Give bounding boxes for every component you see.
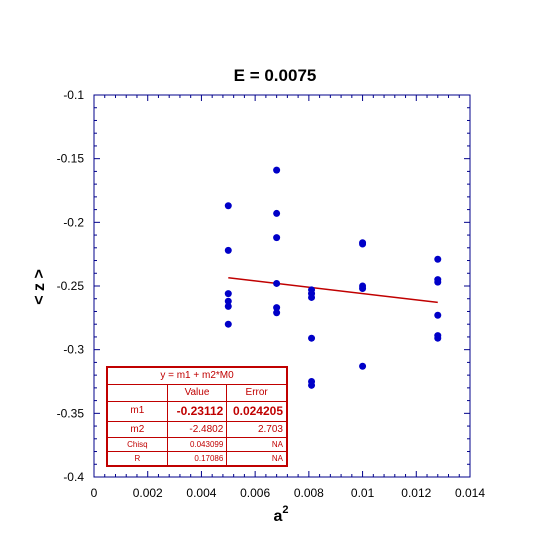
fit-row-r: R 0.17086 NA [107,451,287,466]
curve-fit-table: y = m1 + m2*M0 Value Error m1 -0.23112 0… [106,366,288,467]
data-point [273,234,281,242]
fit-param-label: Chisq [107,437,168,453]
data-point [359,240,367,248]
fit-param-error: NA [226,451,287,466]
fit-equation: y = m1 + m2*M0 [107,367,287,385]
data-point [273,166,281,174]
fit-param-value: -2.4802 [166,420,228,439]
fit-param-error: 2.703 [226,420,287,439]
y-tick-label: -0.2 [63,215,84,229]
y-tick-label: -0.1 [63,88,84,102]
fit-param-error: 0.024205 [226,400,287,422]
x-tick-label: 0.002 [133,486,163,500]
fit-param-value: -0.23112 [166,400,228,422]
y-axis-label: < z > [31,269,48,305]
data-point [434,278,442,286]
data-point [359,362,367,370]
y-tick-label: -0.25 [57,279,85,293]
y-tick-label: -0.4 [63,470,84,484]
x-tick-label: 0.012 [401,486,431,500]
data-point [308,293,316,301]
data-point [434,311,442,319]
fit-line [228,277,438,304]
data-point [273,304,281,312]
y-tick-label: -0.15 [57,152,85,166]
y-tick-label: -0.3 [63,343,84,357]
x-axis-label: a2 [273,504,288,525]
error-column-header: Error [226,383,287,402]
data-point [224,297,232,305]
data-point [224,290,232,298]
chart-title: E = 0.0075 [234,66,317,85]
data-point [434,255,442,263]
y-tick-label: -0.35 [57,406,85,420]
fit-row-chisq: Chisq 0.043099 NA [107,437,287,453]
data-point [434,334,442,342]
data-point [359,285,367,293]
fit-row-m2: m2 -2.4802 2.703 [107,420,287,439]
data-point [224,202,232,210]
fit-param-label: R [107,451,168,466]
fit-param-value: 0.17086 [166,451,228,466]
fit-param-label: m1 [107,400,168,422]
x-tick-label: 0.006 [240,486,270,500]
x-tick-label: 0.004 [186,486,216,500]
fit-row-m1: m1 -0.23112 0.024205 [107,400,287,422]
data-point [224,246,232,254]
x-tick-label: 0.01 [351,486,375,500]
fit-param-error: NA [226,437,287,453]
x-tick-label: 0 [91,486,98,500]
data-point [273,279,281,287]
data-point [308,381,316,389]
data-point [273,309,281,317]
data-point [273,209,281,217]
x-tick-label: 0.014 [455,486,485,500]
fit-param-value: 0.043099 [166,437,228,453]
x-tick-label: 0.008 [294,486,324,500]
value-column-header: Value [166,383,228,402]
data-point [308,334,316,342]
data-point [224,302,232,310]
fit-param-label: m2 [107,420,168,439]
data-point [224,320,232,328]
